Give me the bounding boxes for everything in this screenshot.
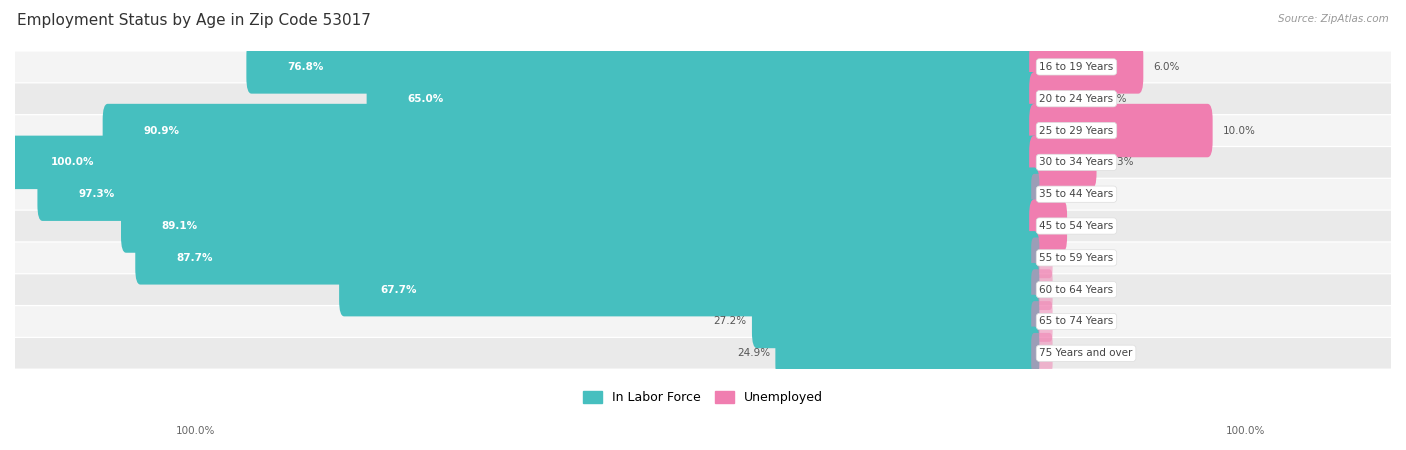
Text: 67.7%: 67.7%: [380, 285, 416, 295]
FancyBboxPatch shape: [1031, 269, 1053, 310]
Text: 97.3%: 97.3%: [79, 189, 114, 199]
FancyBboxPatch shape: [15, 243, 1391, 273]
Text: 1.6%: 1.6%: [1077, 221, 1104, 231]
FancyBboxPatch shape: [246, 40, 1039, 94]
FancyBboxPatch shape: [1029, 199, 1067, 253]
Text: 90.9%: 90.9%: [143, 126, 180, 135]
Text: Source: ZipAtlas.com: Source: ZipAtlas.com: [1278, 14, 1389, 23]
Text: 76.8%: 76.8%: [287, 62, 323, 72]
Text: 65 to 74 Years: 65 to 74 Years: [1039, 316, 1114, 326]
Text: 16 to 19 Years: 16 to 19 Years: [1039, 62, 1114, 72]
FancyBboxPatch shape: [15, 274, 1391, 305]
Text: 75 Years and over: 75 Years and over: [1039, 348, 1133, 358]
Text: 55 to 59 Years: 55 to 59 Years: [1039, 253, 1114, 263]
FancyBboxPatch shape: [1029, 104, 1212, 158]
FancyBboxPatch shape: [15, 52, 1391, 82]
Text: 0.0%: 0.0%: [1049, 285, 1076, 295]
FancyBboxPatch shape: [15, 83, 1391, 114]
Text: 0.0%: 0.0%: [1049, 253, 1076, 263]
Text: Employment Status by Age in Zip Code 53017: Employment Status by Age in Zip Code 530…: [17, 14, 371, 28]
Text: 0.0%: 0.0%: [1049, 316, 1076, 326]
FancyBboxPatch shape: [121, 199, 1039, 253]
Text: 24.9%: 24.9%: [737, 348, 770, 358]
Text: 20 to 24 Years: 20 to 24 Years: [1039, 94, 1114, 104]
FancyBboxPatch shape: [775, 327, 1039, 380]
FancyBboxPatch shape: [752, 295, 1039, 348]
Text: 27.2%: 27.2%: [714, 316, 747, 326]
FancyBboxPatch shape: [15, 179, 1391, 209]
Text: 100.0%: 100.0%: [176, 427, 215, 436]
Text: 45 to 54 Years: 45 to 54 Years: [1039, 221, 1114, 231]
FancyBboxPatch shape: [1029, 135, 1097, 189]
FancyBboxPatch shape: [1031, 174, 1053, 215]
Text: 10.0%: 10.0%: [1223, 126, 1256, 135]
FancyBboxPatch shape: [1031, 301, 1053, 342]
FancyBboxPatch shape: [15, 115, 1391, 146]
Text: 100.0%: 100.0%: [1226, 427, 1265, 436]
FancyBboxPatch shape: [15, 306, 1391, 337]
FancyBboxPatch shape: [1029, 40, 1143, 94]
Text: 0.0%: 0.0%: [1049, 189, 1076, 199]
FancyBboxPatch shape: [1031, 333, 1053, 374]
FancyBboxPatch shape: [15, 147, 1391, 178]
Text: 25 to 29 Years: 25 to 29 Years: [1039, 126, 1114, 135]
FancyBboxPatch shape: [38, 167, 1039, 221]
FancyBboxPatch shape: [10, 135, 1039, 189]
FancyBboxPatch shape: [15, 338, 1391, 369]
FancyBboxPatch shape: [367, 72, 1039, 126]
Text: 6.0%: 6.0%: [1153, 62, 1180, 72]
FancyBboxPatch shape: [1029, 72, 1090, 126]
Text: 2.9%: 2.9%: [1099, 94, 1126, 104]
Text: 65.0%: 65.0%: [408, 94, 444, 104]
Text: 0.0%: 0.0%: [1049, 348, 1076, 358]
Text: 3.3%: 3.3%: [1107, 158, 1133, 167]
FancyBboxPatch shape: [339, 263, 1039, 316]
Legend: In Labor Force, Unemployed: In Labor Force, Unemployed: [583, 392, 823, 404]
FancyBboxPatch shape: [103, 104, 1039, 158]
Text: 89.1%: 89.1%: [162, 221, 198, 231]
FancyBboxPatch shape: [1031, 238, 1053, 278]
Text: 60 to 64 Years: 60 to 64 Years: [1039, 285, 1114, 295]
Text: 30 to 34 Years: 30 to 34 Years: [1039, 158, 1114, 167]
FancyBboxPatch shape: [135, 231, 1039, 284]
Text: 87.7%: 87.7%: [176, 253, 212, 263]
Text: 100.0%: 100.0%: [51, 158, 94, 167]
FancyBboxPatch shape: [15, 211, 1391, 241]
Text: 35 to 44 Years: 35 to 44 Years: [1039, 189, 1114, 199]
